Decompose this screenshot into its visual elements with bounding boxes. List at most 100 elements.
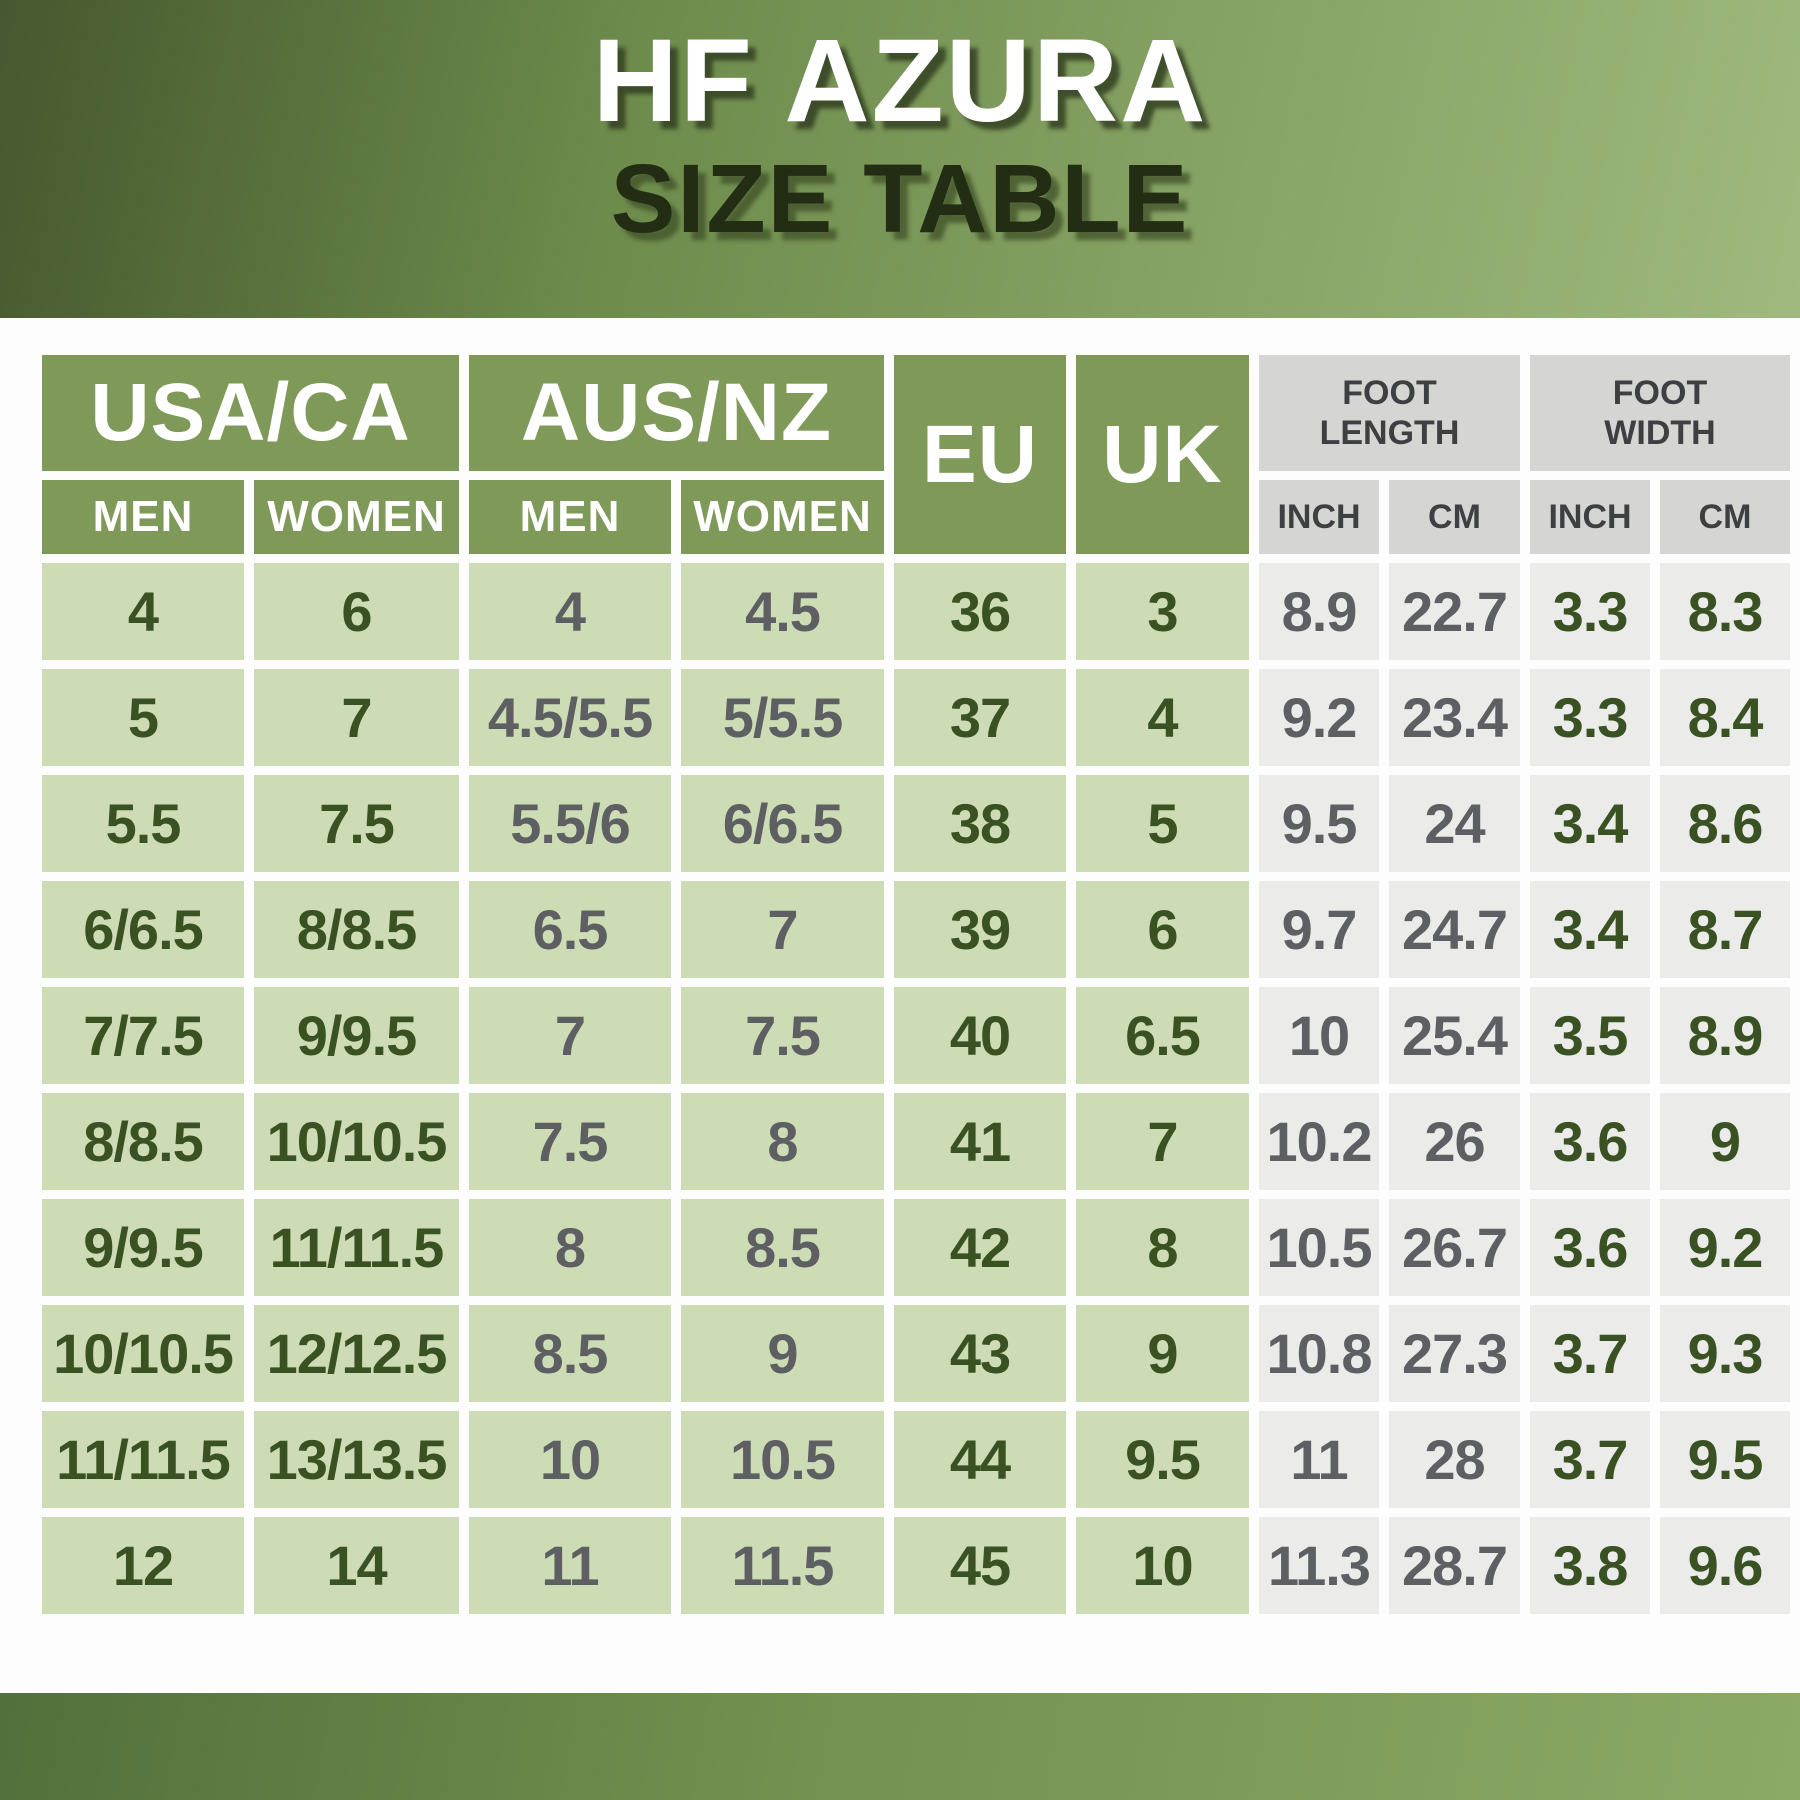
size-cell-r3-c9: 3.4	[1530, 775, 1650, 872]
size-cell-r1-c3: 4	[469, 563, 671, 660]
size-cell-r7-c3: 8	[469, 1199, 671, 1296]
size-cell-r1-c10: 8.3	[1660, 563, 1790, 660]
size-cell-r10-c7: 11.3	[1259, 1517, 1379, 1614]
size-cell-r5-c8: 25.4	[1389, 987, 1520, 1084]
size-cell-r4-c6: 6	[1076, 881, 1249, 978]
size-cell-r1-c9: 3.3	[1530, 563, 1650, 660]
size-cell-r9-c8: 28	[1389, 1411, 1520, 1508]
group-header-foot-width: FOOT WIDTH	[1530, 355, 1790, 471]
size-cell-r5-c2: 9/9.5	[254, 987, 459, 1084]
size-cell-r1-c4: 4.5	[681, 563, 884, 660]
size-cell-r10-c8: 28.7	[1389, 1517, 1520, 1614]
size-cell-r2-c1: 5	[42, 669, 244, 766]
size-cell-r1-c5: 36	[894, 563, 1066, 660]
size-cell-r4-c8: 24.7	[1389, 881, 1520, 978]
size-cell-r10-c4: 11.5	[681, 1517, 884, 1614]
size-cell-r6-c9: 3.6	[1530, 1093, 1650, 1190]
size-cell-r6-c2: 10/10.5	[254, 1093, 459, 1190]
foot-width-label: FOOT WIDTH	[1604, 373, 1716, 452]
size-cell-r8-c9: 3.7	[1530, 1305, 1650, 1402]
size-cell-r5-c6: 6.5	[1076, 987, 1249, 1084]
size-cell-r9-c3: 10	[469, 1411, 671, 1508]
banner: HF AZURA SIZE TABLE	[0, 0, 1800, 318]
size-cell-r1-c8: 22.7	[1389, 563, 1520, 660]
size-cell-r8-c3: 8.5	[469, 1305, 671, 1402]
size-cell-r6-c7: 10.2	[1259, 1093, 1379, 1190]
size-cell-r3-c5: 38	[894, 775, 1066, 872]
size-cell-r5-c9: 3.5	[1530, 987, 1650, 1084]
subheader-aus-women: WOMEN	[681, 480, 884, 554]
size-cell-r4-c7: 9.7	[1259, 881, 1379, 978]
size-cell-r7-c7: 10.5	[1259, 1199, 1379, 1296]
size-cell-r3-c1: 5.5	[42, 775, 244, 872]
size-cell-r7-c8: 26.7	[1389, 1199, 1520, 1296]
subheader-width-cm: CM	[1660, 480, 1790, 554]
size-cell-r9-c2: 13/13.5	[254, 1411, 459, 1508]
size-cell-r10-c2: 14	[254, 1517, 459, 1614]
size-cell-r9-c4: 10.5	[681, 1411, 884, 1508]
size-cell-r10-c5: 45	[894, 1517, 1066, 1614]
size-cell-r4-c3: 6.5	[469, 881, 671, 978]
subheader-usa-men: MEN	[42, 480, 244, 554]
size-cell-r5-c3: 7	[469, 987, 671, 1084]
footer-band	[0, 1693, 1800, 1800]
size-cell-r1-c2: 6	[254, 563, 459, 660]
size-cell-r6-c8: 26	[1389, 1093, 1520, 1190]
size-cell-r5-c10: 8.9	[1660, 987, 1790, 1084]
size-cell-r9-c1: 11/11.5	[42, 1411, 244, 1508]
size-cell-r6-c10: 9	[1660, 1093, 1790, 1190]
size-cell-r4-c2: 8/8.5	[254, 881, 459, 978]
size-cell-r7-c5: 42	[894, 1199, 1066, 1296]
size-cell-r2-c7: 9.2	[1259, 669, 1379, 766]
size-cell-r8-c8: 27.3	[1389, 1305, 1520, 1402]
group-header-eu: EU	[894, 355, 1066, 554]
banner-subtitle: SIZE TABLE	[610, 144, 1190, 253]
size-cell-r2-c5: 37	[894, 669, 1066, 766]
size-cell-r3-c4: 6/6.5	[681, 775, 884, 872]
size-cell-r10-c10: 9.6	[1660, 1517, 1790, 1614]
size-cell-r9-c10: 9.5	[1660, 1411, 1790, 1508]
size-cell-r3-c10: 8.6	[1660, 775, 1790, 872]
subheader-width-inch: INCH	[1530, 480, 1650, 554]
size-cell-r7-c9: 3.6	[1530, 1199, 1650, 1296]
size-cell-r8-c10: 9.3	[1660, 1305, 1790, 1402]
size-cell-r7-c1: 9/9.5	[42, 1199, 244, 1296]
size-cell-r3-c2: 7.5	[254, 775, 459, 872]
size-cell-r4-c5: 39	[894, 881, 1066, 978]
size-cell-r1-c1: 4	[42, 563, 244, 660]
size-cell-r2-c10: 8.4	[1660, 669, 1790, 766]
size-cell-r7-c2: 11/11.5	[254, 1199, 459, 1296]
size-cell-r2-c3: 4.5/5.5	[469, 669, 671, 766]
group-header-foot-length: FOOT LENGTH	[1259, 355, 1520, 471]
product-title: HF AZURA	[592, 15, 1208, 147]
size-cell-r10-c9: 3.8	[1530, 1517, 1650, 1614]
size-cell-r9-c6: 9.5	[1076, 1411, 1249, 1508]
size-cell-r6-c6: 7	[1076, 1093, 1249, 1190]
size-cell-r7-c4: 8.5	[681, 1199, 884, 1296]
size-cell-r2-c4: 5/5.5	[681, 669, 884, 766]
size-cell-r10-c6: 10	[1076, 1517, 1249, 1614]
size-cell-r10-c1: 12	[42, 1517, 244, 1614]
size-cell-r5-c4: 7.5	[681, 987, 884, 1084]
size-cell-r8-c4: 9	[681, 1305, 884, 1402]
size-cell-r1-c6: 3	[1076, 563, 1249, 660]
size-cell-r9-c5: 44	[894, 1411, 1066, 1508]
size-cell-r3-c8: 24	[1389, 775, 1520, 872]
size-cell-r2-c2: 7	[254, 669, 459, 766]
size-table: USA/CA AUS/NZ EU UK FOOT LENGTH FOOT WID…	[42, 355, 1790, 1614]
subheader-length-cm: CM	[1389, 480, 1520, 554]
size-cell-r6-c5: 41	[894, 1093, 1066, 1190]
size-cell-r7-c6: 8	[1076, 1199, 1249, 1296]
size-cell-r5-c1: 7/7.5	[42, 987, 244, 1084]
size-cell-r6-c3: 7.5	[469, 1093, 671, 1190]
subheader-length-inch: INCH	[1259, 480, 1379, 554]
size-cell-r4-c1: 6/6.5	[42, 881, 244, 978]
size-cell-r3-c7: 9.5	[1259, 775, 1379, 872]
group-header-uk: UK	[1076, 355, 1249, 554]
size-cell-r6-c4: 8	[681, 1093, 884, 1190]
size-cell-r4-c10: 8.7	[1660, 881, 1790, 978]
size-cell-r4-c9: 3.4	[1530, 881, 1650, 978]
size-cell-r2-c9: 3.3	[1530, 669, 1650, 766]
size-cell-r3-c3: 5.5/6	[469, 775, 671, 872]
